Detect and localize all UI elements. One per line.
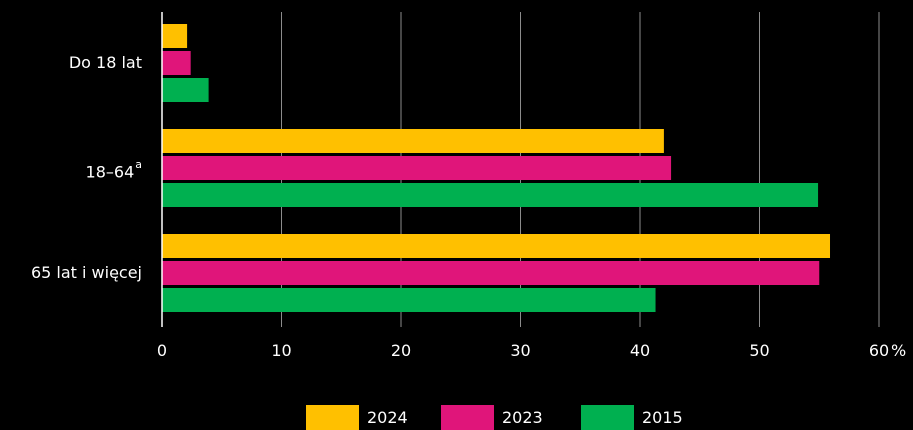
- category-label-text: 65 lat i więcej: [30, 263, 142, 282]
- legend-label: 2023: [502, 407, 543, 427]
- legend-item-2015: 2015: [581, 405, 683, 430]
- x-tick-label: 0: [156, 341, 168, 360]
- legend-label: 2024: [367, 407, 408, 427]
- bar-2015-0: [162, 78, 209, 102]
- bar-2015-1: [162, 183, 819, 207]
- legend: 2024 2023 2015: [0, 405, 913, 430]
- bar-2023-2: [162, 261, 820, 285]
- category-footnote-marker: a: [135, 158, 142, 171]
- legend-swatch: [306, 405, 359, 430]
- bar-2024-0: [162, 24, 188, 48]
- legend-swatch: [441, 405, 494, 430]
- bar-2024-2: [162, 234, 831, 258]
- x-tick-label: 10: [271, 341, 292, 360]
- category-label-text: Do 18 lat: [68, 53, 142, 72]
- legend-label: 2015: [642, 407, 683, 427]
- category-label: 65 lat i więcej: [31, 263, 142, 283]
- legend-swatch: [581, 405, 634, 430]
- bar-2023-0: [162, 51, 191, 75]
- x-tick-label: 20: [390, 341, 412, 360]
- legend-item-2024: 2024: [306, 405, 408, 430]
- bar-2023-1: [162, 156, 672, 180]
- category-label: 18–64a: [86, 158, 142, 182]
- bar-2024-1: [162, 129, 664, 153]
- legend-item-2023: 2023: [441, 405, 543, 430]
- x-tick-label: 60: [868, 341, 890, 360]
- bar-2015-2: [162, 288, 656, 312]
- x-tick-label: 40: [629, 341, 651, 360]
- x-tick-label: 50: [749, 341, 770, 360]
- x-tick-label: 30: [510, 341, 531, 360]
- x-axis-unit: %: [891, 341, 907, 360]
- category-label-text: 18–64: [85, 162, 135, 182]
- category-label: Do 18 lat: [69, 53, 142, 73]
